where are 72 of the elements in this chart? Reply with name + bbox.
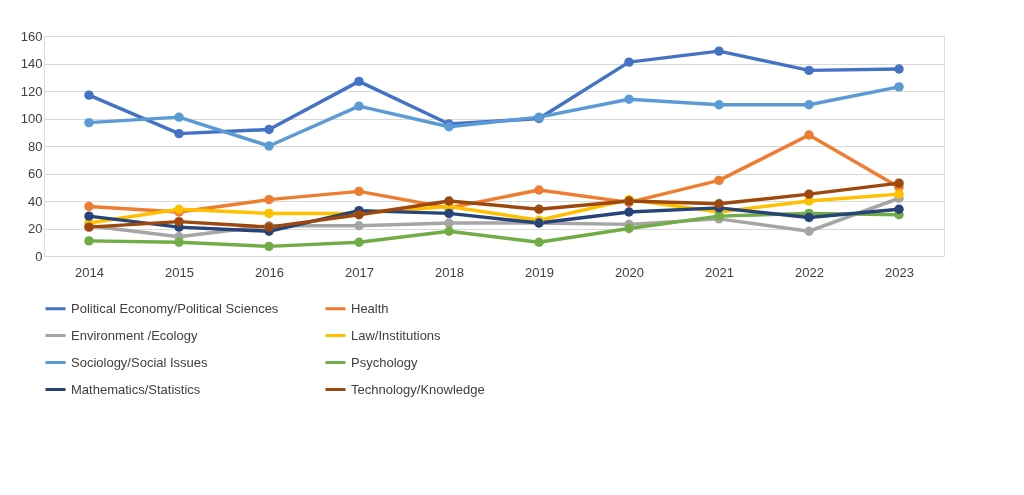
point (894, 178, 904, 188)
legend-label: Psychology (351, 354, 418, 370)
x-tick-label: 2022 (795, 264, 824, 280)
point (354, 221, 364, 231)
point (894, 82, 904, 92)
point (804, 130, 814, 140)
legend-label: Law/Institutions (351, 327, 442, 343)
point (264, 194, 274, 205)
point (444, 196, 454, 206)
point (264, 208, 274, 219)
point (174, 237, 184, 247)
point (894, 204, 904, 214)
y-tick-label: 20 (28, 221, 43, 236)
point (264, 141, 274, 151)
point (174, 216, 184, 227)
point (84, 211, 94, 221)
y-tick-label: 140 (20, 56, 43, 71)
legend-label: Sociology/Social Issues (71, 354, 209, 370)
point (534, 237, 544, 247)
x-tick-label: 2017 (345, 264, 374, 280)
point (354, 237, 364, 247)
x-tick-label: 2014 (75, 264, 104, 280)
point (714, 46, 724, 56)
point (444, 226, 454, 236)
point (84, 201, 94, 212)
point (714, 175, 724, 186)
legend-label: Political Economy/Political Sciences (71, 300, 279, 316)
point (804, 212, 814, 223)
y-tick-label: 60 (28, 166, 43, 181)
legend-label: Environment /Ecology (71, 327, 198, 343)
y-tick-label: 160 (20, 28, 43, 44)
x-tick-label: 2020 (615, 264, 644, 280)
point (354, 76, 364, 87)
point (534, 185, 544, 195)
legend-label: Technology/Knowledge (351, 381, 485, 397)
legend-label: Health (351, 300, 389, 316)
point (894, 189, 904, 199)
x-tick-label: 2019 (525, 264, 554, 280)
point (264, 241, 274, 252)
y-tick-label: 80 (28, 138, 43, 154)
point (714, 100, 724, 110)
point (804, 100, 814, 110)
point (894, 64, 904, 74)
point (804, 226, 814, 236)
point (354, 186, 364, 197)
point (354, 101, 364, 111)
point (84, 236, 94, 246)
y-tick-label: 40 (28, 193, 43, 209)
point (174, 112, 184, 122)
point (804, 189, 814, 199)
x-tick-label: 2021 (705, 264, 734, 280)
point (714, 199, 724, 209)
legend-label: Mathematics/Statistics (71, 381, 201, 397)
x-tick-label: 2018 (435, 264, 464, 280)
point (804, 65, 814, 76)
x-tick-label: 2015 (165, 264, 194, 280)
point (84, 90, 94, 100)
point (444, 218, 454, 228)
point (84, 117, 94, 128)
y-tick-label: 100 (20, 111, 43, 126)
point (264, 124, 274, 135)
point (624, 57, 634, 67)
y-tick-label: 0 (35, 248, 43, 264)
y-tick-label: 120 (20, 83, 43, 99)
point (624, 207, 634, 217)
point (624, 223, 634, 234)
x-tick-label: 2016 (255, 264, 284, 280)
point (534, 204, 544, 214)
point (444, 208, 454, 219)
x-tick-label: 2023 (885, 264, 914, 280)
point (174, 128, 184, 139)
point (624, 94, 634, 104)
